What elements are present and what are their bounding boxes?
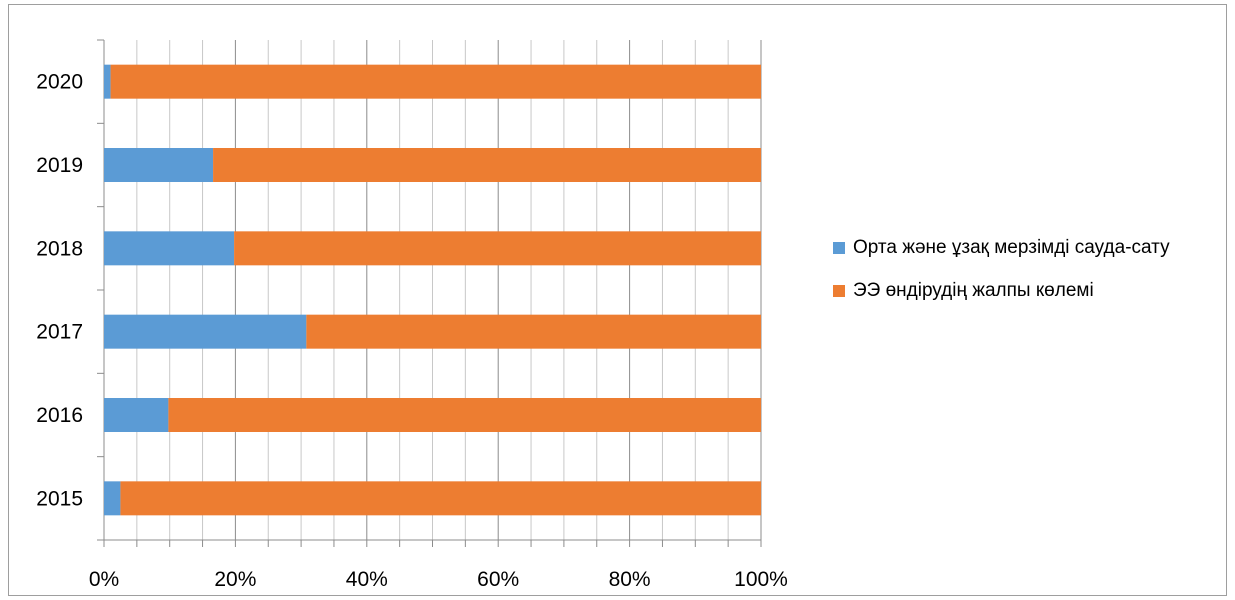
y-tick-label-2019: 2019 bbox=[36, 154, 83, 177]
x-tick-label: 40% bbox=[346, 568, 388, 591]
y-tick-label-2015: 2015 bbox=[36, 487, 83, 510]
bar-2016-series-2 bbox=[168, 398, 762, 432]
bar-2017-series-2 bbox=[306, 314, 761, 349]
bar-2017-series-1 bbox=[104, 314, 307, 349]
bar-2016-series-1 bbox=[104, 398, 169, 432]
bar-2019-series-1 bbox=[104, 148, 214, 182]
legend: Орта және ұзақ мерзімді сауда-сату ЭЭ өн… bbox=[833, 233, 1213, 319]
x-tick-label: 80% bbox=[609, 568, 651, 591]
bar-2020-series-2 bbox=[110, 64, 761, 99]
x-tick-label: 100% bbox=[734, 568, 788, 591]
y-tick-label-2017: 2017 bbox=[36, 321, 83, 344]
y-tick-label-2018: 2018 bbox=[36, 237, 83, 260]
legend-item-series-1: Орта және ұзақ мерзімді сауда-сату bbox=[833, 233, 1213, 262]
legend-swatch-series-2 bbox=[833, 285, 845, 297]
x-tick-label: 0% bbox=[89, 568, 119, 591]
bar-2018-series-2 bbox=[234, 231, 761, 266]
bar-2015-series-2 bbox=[120, 481, 762, 516]
bar-2019-series-2 bbox=[213, 148, 761, 182]
bar-2020-series-1 bbox=[104, 64, 111, 99]
y-tick-label-2016: 2016 bbox=[36, 404, 83, 427]
legend-swatch-series-1 bbox=[833, 242, 845, 254]
bar-2015-series-1 bbox=[104, 481, 121, 516]
y-tick-label-2020: 2020 bbox=[36, 71, 83, 94]
bar-2018-series-1 bbox=[104, 231, 235, 266]
x-tick-label: 60% bbox=[477, 568, 519, 591]
x-tick-label: 20% bbox=[214, 568, 256, 591]
legend-label-series-2: ЭЭ өндірудің жалпы көлемі bbox=[853, 280, 1094, 301]
legend-label-series-1: Орта және ұзақ мерзімді сауда-сату bbox=[853, 237, 1170, 258]
legend-item-series-2: ЭЭ өндірудің жалпы көлемі bbox=[833, 276, 1213, 305]
